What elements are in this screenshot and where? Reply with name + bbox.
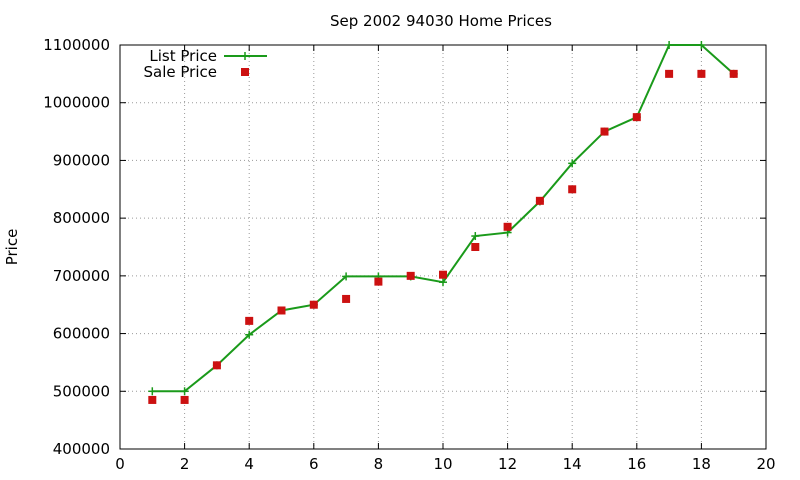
data-point xyxy=(600,127,609,136)
data-point xyxy=(568,159,577,168)
data-point xyxy=(374,277,383,286)
data-point xyxy=(309,300,318,309)
x-tick-label: 10 xyxy=(433,455,452,473)
legend-label: Sale Price xyxy=(144,63,217,81)
data-point xyxy=(697,69,706,78)
data-point xyxy=(729,69,738,78)
chart-title: Sep 2002 94030 Home Prices xyxy=(330,12,552,30)
data-point xyxy=(697,41,706,49)
plot-frame xyxy=(119,44,767,450)
data-point xyxy=(568,185,577,194)
data-point xyxy=(503,222,512,231)
data-point xyxy=(342,272,351,281)
data-point xyxy=(665,69,674,78)
data-point xyxy=(277,306,286,315)
data-point xyxy=(632,113,641,122)
y-tick-label: 1000000 xyxy=(43,94,110,112)
x-tick-label: 18 xyxy=(692,455,711,473)
data-point xyxy=(439,278,447,287)
x-tick-label: 8 xyxy=(374,455,384,473)
data-point xyxy=(148,395,157,404)
data-point xyxy=(471,243,480,251)
y-tick-label: 700000 xyxy=(53,267,110,285)
y-tick-label: 600000 xyxy=(53,325,110,343)
x-tick-label: 14 xyxy=(563,455,582,473)
data-point xyxy=(212,361,221,370)
y-tick-label: 800000 xyxy=(53,209,110,227)
data-point xyxy=(471,232,480,241)
legend-marker xyxy=(241,68,249,76)
x-tick-label: 2 xyxy=(180,455,190,473)
y-axis-label: Price xyxy=(3,229,21,266)
y-tick-label: 1100000 xyxy=(43,36,110,54)
data-point xyxy=(180,395,189,404)
legend-label: List Price xyxy=(149,47,217,65)
data-point xyxy=(439,270,447,279)
series-sale-price xyxy=(148,69,738,404)
y-tick-label: 500000 xyxy=(53,382,110,400)
legend-marker xyxy=(241,52,249,60)
grid xyxy=(120,45,766,449)
x-tick-label: 16 xyxy=(627,455,646,473)
y-tick-label: 900000 xyxy=(53,151,110,169)
series-layer xyxy=(148,41,738,404)
x-tick-label: 6 xyxy=(309,455,319,473)
y-tick-label: 400000 xyxy=(53,440,110,458)
data-point xyxy=(665,41,674,49)
x-tick-label: 0 xyxy=(115,455,125,473)
x-tick-label: 20 xyxy=(756,455,775,473)
series-line xyxy=(152,44,735,393)
x-tick-label: 4 xyxy=(244,455,254,473)
data-point xyxy=(535,196,544,205)
x-tick-label: 12 xyxy=(498,455,517,473)
data-point xyxy=(245,330,254,339)
data-point xyxy=(148,387,157,396)
axis-ticks: 0 2 4 6 8 10 12 14 16 18 20 400000 500000 600000 70000… xyxy=(43,36,775,473)
data-point xyxy=(406,271,415,280)
data-point xyxy=(245,316,254,325)
data-point xyxy=(180,387,189,396)
data-point xyxy=(342,294,351,303)
